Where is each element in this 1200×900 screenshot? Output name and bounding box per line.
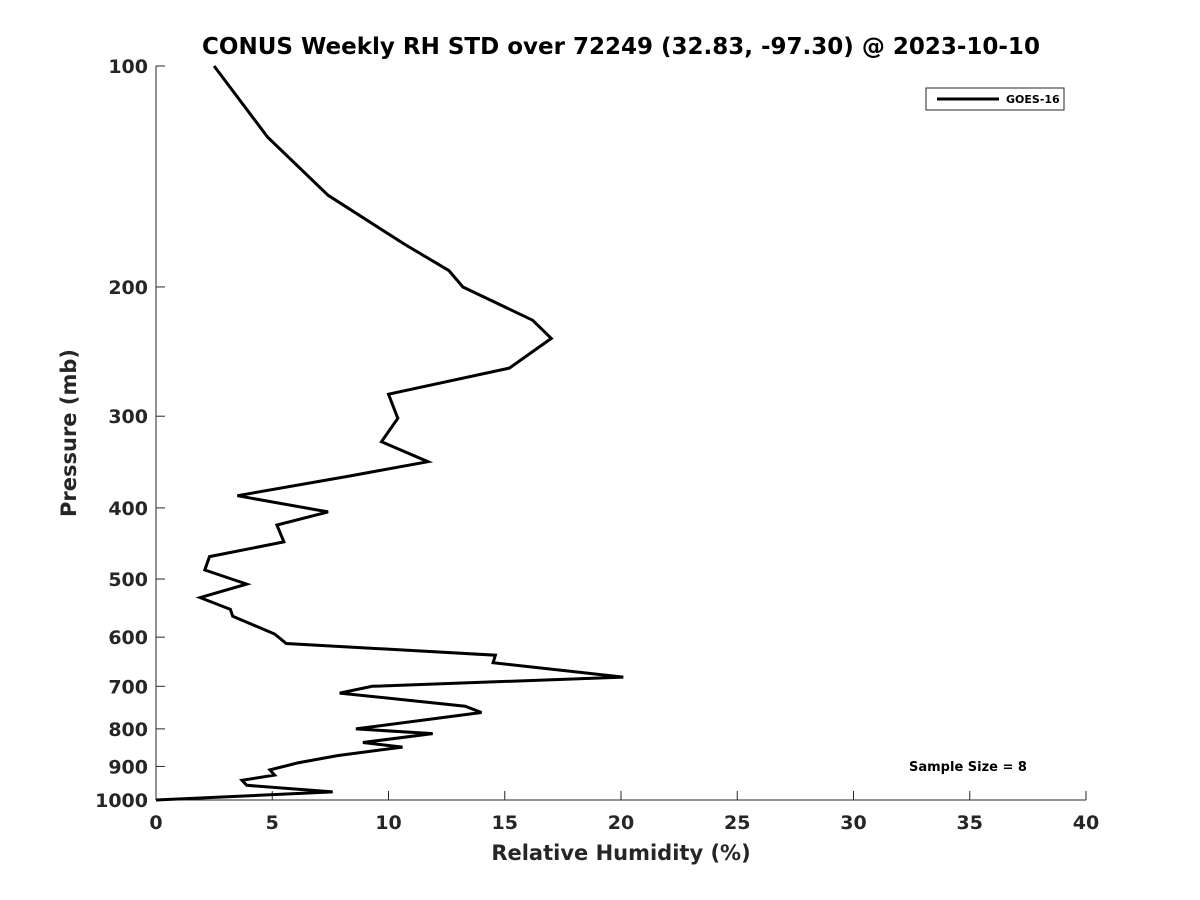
x-tick-label: 15	[492, 812, 518, 834]
series-line-goes-16	[155, 65, 624, 802]
y-ticks: 100 200 300 400 500 600 700 800 900 1000	[95, 56, 165, 812]
y-tick-label: 700	[108, 676, 148, 698]
y-tick-label: 500	[108, 569, 148, 591]
legend: GOES-16	[925, 87, 1065, 111]
y-tick-label: 600	[108, 627, 148, 649]
y-axis-label: Pressure (mb)	[57, 349, 81, 517]
sample-size-annotation: Sample Size = 8	[909, 760, 1027, 775]
x-tick-label: 10	[375, 812, 401, 834]
y-tick-label: 300	[108, 406, 148, 428]
y-tick-label: 900	[108, 756, 148, 778]
y-tick-label: 1000	[95, 790, 148, 812]
series-layer	[155, 65, 624, 802]
x-tick-label: 5	[266, 812, 279, 834]
legend-label: GOES-16	[1006, 93, 1060, 106]
x-tick-label: 35	[957, 812, 983, 834]
x-axis-label: Relative Humidity (%)	[491, 841, 750, 865]
axes	[155, 66, 1086, 801]
y-tick-label: 400	[108, 498, 148, 520]
x-tick-label: 30	[840, 812, 866, 834]
x-ticks: 0 5 10 15 20 25 30 35 40	[149, 791, 1099, 834]
chart-title: CONUS Weekly RH STD over 72249 (32.83, -…	[202, 34, 1040, 60]
y-tick-label: 100	[108, 56, 148, 78]
x-tick-label: 0	[149, 812, 162, 834]
x-tick-label: 20	[608, 812, 634, 834]
x-tick-label: 25	[724, 812, 750, 834]
x-tick-label: 40	[1073, 812, 1099, 834]
y-tick-label: 800	[108, 719, 148, 741]
y-tick-label: 200	[108, 277, 148, 299]
